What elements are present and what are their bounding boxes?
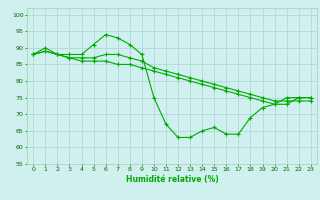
X-axis label: Humidité relative (%): Humidité relative (%) <box>126 175 218 184</box>
